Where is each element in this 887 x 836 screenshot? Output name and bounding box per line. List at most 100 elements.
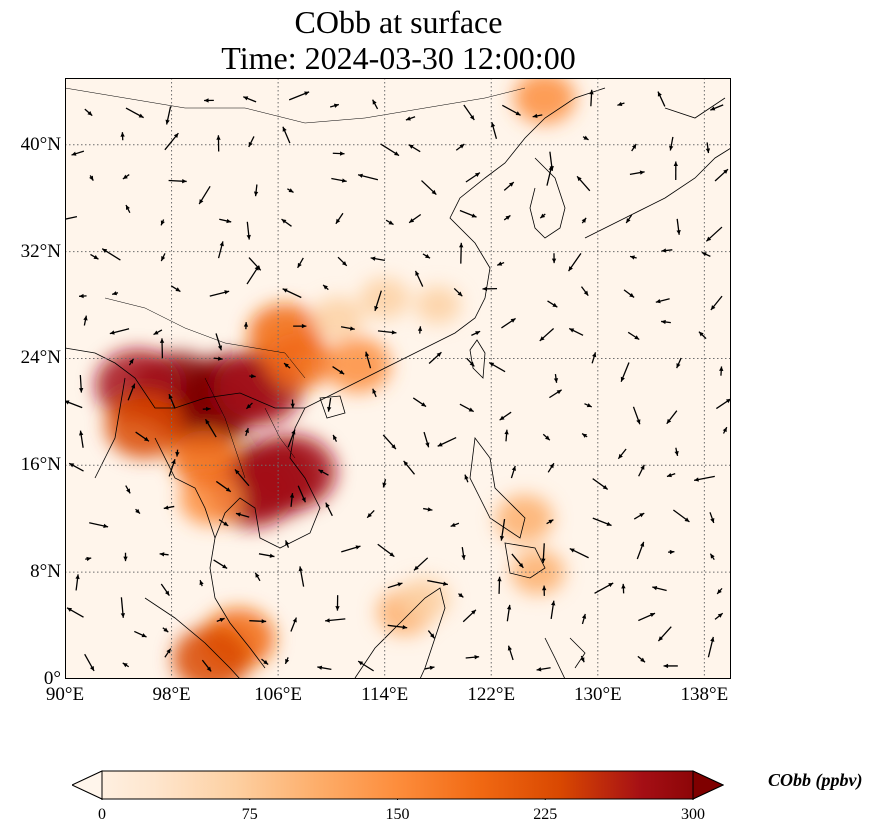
wind-vector-head [335,606,340,611]
wind-vector-head [318,469,324,474]
wind-vector-head [217,356,223,361]
colorbar-tick-label: 300 [681,806,705,823]
wind-vector-head [103,523,109,529]
wind-vector-head [474,655,480,660]
wind-vector-head [291,429,296,435]
wind-vector-head [304,91,310,96]
wind-vector-head [725,398,731,404]
wind-vector-head [620,376,625,382]
wind-vector-head [175,451,180,457]
wind-vector-head [618,453,623,459]
wind-vector-head [634,335,640,340]
wind-vector-head [631,144,637,149]
colorbar-title: CObb (ppbv) [768,770,863,790]
wind-vector-head [205,419,210,425]
wind-vector-head [317,665,323,670]
wind-vector-head [586,403,592,408]
wind-vector-head [129,358,134,364]
wind-vector-head [663,663,669,669]
wind-vector-head [640,464,645,470]
wind-vector-head [580,657,585,663]
wind-vector-head [243,322,249,327]
wind-vector-head [89,175,94,181]
colorbar-min-extend [72,770,103,800]
wind-vector-head [290,403,295,409]
map-frame [65,78,731,679]
wind-vector-head [126,204,130,210]
wind-vector-head [86,556,92,562]
wind-vector-head [437,442,443,447]
wind-vector-head [471,213,477,218]
wind-vector-head [639,513,645,518]
wind-vector-head [135,508,140,514]
latitude-tick-label: 0° [43,668,61,689]
wind-vector-head [388,220,394,225]
concentration-hotspot [264,332,332,390]
wind-vector-head [263,659,269,665]
wind-vector-head [542,585,547,591]
concentration-hotspot [415,286,461,325]
wind-vector-head [457,291,463,297]
wind-vector-head [508,182,514,187]
wind-vector-head [374,305,379,311]
wind-vector-head [469,115,475,121]
wind-vector-head [382,482,387,488]
wind-vector-head [431,189,437,195]
wind-vector-head [389,552,395,557]
wind-vector-head [123,556,128,562]
wind-vector-head [469,361,475,367]
wind-vector-head [171,459,176,465]
wind-vector-head [425,254,431,259]
wind-vector-head [549,463,554,469]
wind-vector-head [552,302,558,308]
wind-vector-head [79,430,84,436]
wind-vector-head [109,330,115,335]
wind-vector-head [223,521,229,526]
wind-vector-head [710,305,716,311]
latitude-tick-label: 40°N [20,133,61,155]
wind-vector-head [87,111,93,116]
colorbar-tick-label: 150 [385,806,410,823]
wind-vector-head [497,576,502,582]
wind-vector-head [405,116,411,121]
wind-vector-head [548,165,553,171]
wind-vector-head [120,613,126,618]
wind-vector-head [617,101,623,107]
map-panel[interactable] [65,78,731,679]
wind-vector-head [582,433,588,438]
wind-vector-head [510,318,516,323]
wind-vector-head [489,362,495,367]
wind-vector-head [254,265,259,271]
wind-vector-head [281,219,287,224]
wind-vector-head [504,429,509,435]
wind-vector-head [182,179,187,184]
concentration-hotspot [171,430,239,487]
wind-vector-head [666,418,672,424]
wind-vector-head [224,290,230,295]
wind-vector-head [141,633,147,638]
wind-vector-head [126,488,131,494]
wind-vector-head [723,169,729,174]
wind-vector-head [161,256,166,262]
wind-vector-head [234,469,240,475]
wind-vector-head [349,326,355,331]
wind-vector-head [282,126,287,132]
wind-vector-head [391,444,396,450]
wind-vector-head [168,394,173,400]
wind-vector-head [355,545,361,550]
wind-vector-head [67,607,73,612]
wind-vector-head [661,319,666,325]
map-canvas[interactable] [65,78,731,679]
wind-vector-head [629,293,635,298]
wind-vector-head [458,592,464,598]
wind-vector-head [288,188,294,193]
wind-vector-head [219,241,224,247]
wind-vector-head [551,258,557,264]
wind-vector-head [78,387,84,393]
wind-vector-head [459,242,464,248]
wind-vector-head [248,141,253,147]
wind-vector-head [640,657,646,663]
wind-vector-head [364,351,370,357]
wind-vector-head [394,151,400,156]
wind-vector-head [261,619,267,624]
